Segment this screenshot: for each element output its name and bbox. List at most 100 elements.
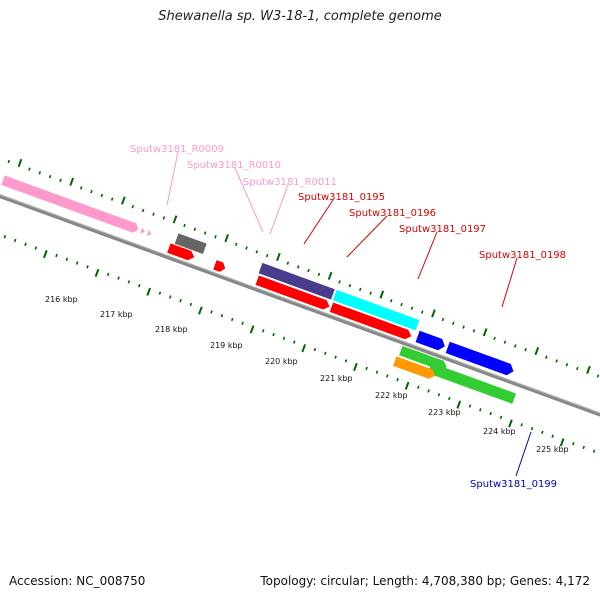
minor-tick — [427, 389, 430, 393]
gene-sputw3181-0197[interactable] — [255, 275, 331, 311]
major-tick — [121, 196, 126, 205]
minor-tick — [158, 291, 162, 295]
minor-tick — [137, 283, 141, 288]
minor-tick — [3, 235, 7, 239]
minor-tick — [592, 449, 596, 453]
gene-label-r0009[interactable]: Sputw3181_R0009 — [130, 144, 224, 155]
topology-text: Topology: circular; Length: 4,708,380 bp… — [260, 574, 590, 588]
minor-tick — [79, 186, 83, 190]
minor-tick — [386, 374, 389, 378]
minor-tick — [530, 426, 534, 431]
minor-tick — [48, 174, 52, 179]
minor-tick — [141, 208, 145, 213]
minor-tick — [479, 408, 482, 412]
minor-tick — [338, 280, 341, 284]
gene-rrna-sputw3181-r0009[interactable] — [1, 175, 140, 235]
leader-line-0197 — [417, 231, 438, 280]
minor-tick — [203, 231, 207, 235]
major-tick — [276, 252, 281, 262]
leader-line-0196 — [346, 215, 388, 258]
minor-tick — [555, 359, 558, 363]
minor-tick — [272, 332, 275, 337]
gene-sputw3181-0199[interactable] — [393, 356, 437, 380]
minor-tick — [348, 284, 352, 288]
minor-tick — [65, 257, 69, 261]
gene-sputw3181-0195[interactable] — [167, 243, 196, 262]
minor-tick — [106, 272, 110, 277]
ruler-label: 223 kbp — [428, 408, 461, 417]
outer-tick-ring — [7, 158, 600, 378]
minor-tick — [565, 363, 569, 367]
minor-tick — [265, 253, 269, 258]
minor-tick — [389, 299, 393, 303]
minor-tick — [241, 321, 244, 325]
minor-tick — [90, 189, 93, 194]
minor-tick — [127, 280, 131, 284]
minor-tick — [317, 272, 321, 277]
gene-label-r0011[interactable]: Sputw3181_R0011 — [243, 177, 337, 188]
ruler-label: 219 kbp — [210, 341, 243, 350]
ruler-label: 225 kbp — [536, 445, 569, 454]
gene-label-0198[interactable]: Sputw3181_0198 — [479, 250, 566, 261]
gene-sputw3181-0197-purple[interactable] — [258, 262, 335, 300]
minor-tick — [193, 227, 197, 231]
major-tick — [559, 438, 565, 447]
minor-tick — [344, 359, 348, 363]
gene-rrna-sputw3181-r0011[interactable] — [146, 230, 153, 237]
major-tick — [43, 250, 48, 259]
major-tick — [482, 328, 488, 337]
minor-tick — [117, 276, 120, 280]
minor-tick — [220, 314, 224, 318]
gene-blue-1[interactable] — [415, 330, 447, 352]
genome-backbone-highlight — [0, 166, 600, 441]
gene-label-0199[interactable]: Sputw3181_0199 — [470, 479, 557, 490]
minor-tick — [55, 253, 58, 258]
minor-tick — [234, 242, 238, 247]
minor-tick — [100, 193, 104, 198]
gene-label-0196[interactable]: Sputw3181_0196 — [349, 208, 436, 219]
minor-tick — [541, 430, 544, 435]
minor-tick — [214, 235, 217, 239]
leader-line-r0010 — [234, 167, 264, 233]
minor-tick — [468, 404, 472, 408]
minor-tick — [292, 340, 296, 344]
ruler-label: 224 kbp — [483, 427, 516, 436]
gene-rrna-sputw3181-r0010[interactable] — [140, 227, 146, 235]
genome-backbone — [0, 166, 600, 444]
minor-tick — [7, 159, 11, 164]
gene-label-r0010[interactable]: Sputw3181_R0010 — [187, 160, 281, 171]
minor-tick — [296, 265, 300, 269]
major-tick — [94, 268, 100, 278]
minor-tick — [13, 238, 17, 243]
gene-label-0197[interactable]: Sputw3181_0197 — [399, 224, 486, 235]
major-tick — [17, 158, 23, 168]
minor-tick — [183, 223, 186, 228]
inner-tick-ring — [3, 235, 596, 453]
gene-sputw3181-0198[interactable] — [329, 302, 413, 340]
gene-green-2[interactable] — [427, 362, 517, 404]
leader-line-0199 — [515, 431, 532, 477]
minor-tick — [307, 268, 310, 273]
major-tick — [456, 400, 462, 409]
major-tick — [198, 306, 203, 315]
major-tick — [69, 177, 74, 186]
major-tick — [327, 271, 333, 280]
ruler-label: 218 kbp — [155, 325, 188, 334]
minor-tick — [596, 374, 600, 378]
gene-blue-2[interactable] — [445, 341, 516, 377]
gene-sputw3181-0196[interactable] — [213, 260, 227, 273]
minor-tick — [334, 355, 337, 359]
minor-tick — [472, 329, 476, 333]
major-tick — [508, 419, 513, 428]
ruler-label: 220 kbp — [265, 357, 298, 366]
gene-sputw3181-0195-gray[interactable] — [174, 233, 207, 255]
major-tick — [172, 215, 178, 224]
accession-text: Accession: NC_008750 — [9, 574, 146, 588]
minor-tick — [551, 434, 554, 438]
gene-sputw3181-0198-cyan[interactable] — [332, 289, 420, 331]
minor-tick — [282, 336, 286, 340]
map-title: Shewanella sp. W3-18-1, complete genome — [158, 9, 442, 24]
minor-tick — [358, 287, 362, 292]
gene-label-0195[interactable]: Sputw3181_0195 — [298, 192, 385, 203]
